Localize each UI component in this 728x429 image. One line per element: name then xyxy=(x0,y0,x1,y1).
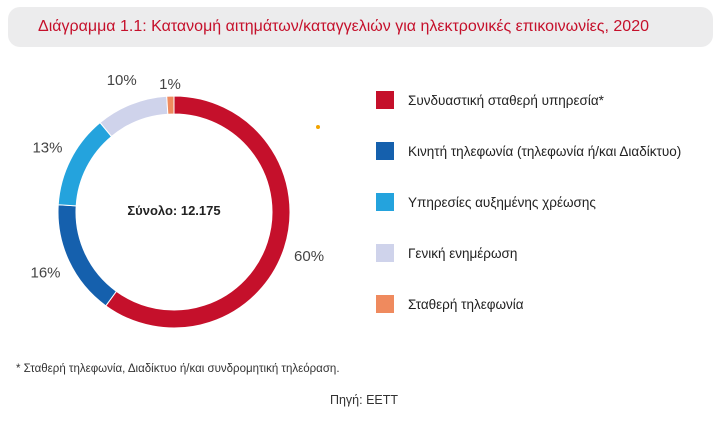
legend-swatch xyxy=(376,142,394,160)
donut-slice xyxy=(99,95,169,138)
legend-swatch xyxy=(376,193,394,211)
legend: Συνδυαστική σταθερή υπηρεσία* Κινητή τηλε… xyxy=(376,90,721,345)
legend-swatch xyxy=(376,91,394,109)
legend-item: Συνδυαστική σταθερή υπηρεσία* xyxy=(376,90,721,110)
slice-labels: 60% 16% 13% 10% 1% xyxy=(30,72,324,281)
donut-slices xyxy=(57,95,291,329)
source-note: Πηγή: ΕΕΤΤ xyxy=(329,393,399,407)
legend-item: Υπηρεσίες αυξημένης χρέωσης xyxy=(376,192,721,212)
donut-slice xyxy=(166,95,175,115)
title-bar: Διάγραμμα 1.1: Κατανομή αιτημάτων/καταγγ… xyxy=(8,7,713,47)
slice-percent-label: 60% xyxy=(294,248,324,265)
legend-label: Σταθερή τηλεφωνία xyxy=(408,296,524,312)
slice-percent-label: 1% xyxy=(159,76,181,93)
total-label: Σύνολο: 12.175 xyxy=(127,203,220,218)
legend-swatch xyxy=(376,295,394,313)
slice-percent-label: 13% xyxy=(32,140,62,157)
legend-label: Υπηρεσίες αυξημένης χρέωσης xyxy=(408,194,596,210)
legend-label: Γενική ενημέρωση xyxy=(408,245,518,261)
legend-item: Σταθερή τηλεφωνία xyxy=(376,294,721,314)
legend-swatch xyxy=(376,244,394,262)
donut-slice xyxy=(57,204,118,307)
footnote: * Σταθερή τηλεφωνία, Διαδίκτυο ή/και συν… xyxy=(16,363,340,375)
legend-item: Κινητή τηλεφωνία (τηλεφωνία ή/και Διαδίκ… xyxy=(376,141,721,161)
legend-item: Γενική ενημέρωση xyxy=(376,243,721,263)
decorative-dot xyxy=(316,125,320,129)
legend-label: Συνδυαστική σταθερή υπηρεσία* xyxy=(408,92,604,108)
chart-title: Διάγραμμα 1.1: Κατανομή αιτημάτων/καταγγ… xyxy=(38,18,649,35)
legend-label: Κινητή τηλεφωνία (τηλεφωνία ή/και Διαδίκ… xyxy=(408,143,682,159)
donut-slice xyxy=(57,121,113,207)
slice-percent-label: 10% xyxy=(107,72,137,89)
slice-percent-label: 16% xyxy=(30,264,60,281)
